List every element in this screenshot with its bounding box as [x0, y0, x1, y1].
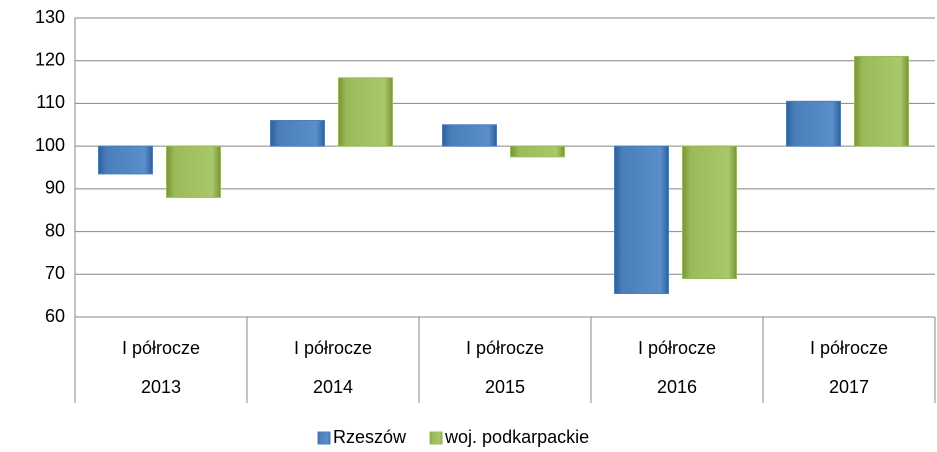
bar — [854, 55, 909, 147]
legend-swatch — [429, 431, 443, 445]
y-tick-label: 60 — [45, 306, 65, 326]
y-tick-label: 110 — [36, 92, 65, 112]
x-period-label: I półrocze — [810, 338, 888, 358]
y-tick-label: 130 — [35, 7, 65, 27]
bar — [682, 145, 737, 280]
x-tick-label: 2014 — [313, 377, 353, 397]
x-period-label: I półrocze — [294, 338, 372, 358]
legend-label: woj. podkarpackie — [444, 427, 589, 447]
y-tick-label: 70 — [45, 263, 65, 283]
bar — [614, 145, 669, 295]
x-tick-label: 2015 — [485, 377, 525, 397]
bar — [510, 145, 565, 158]
bar — [98, 145, 153, 175]
bar — [442, 124, 497, 147]
x-tick-label: 2013 — [141, 377, 181, 397]
x-period-label: I półrocze — [466, 338, 544, 358]
bar — [786, 100, 841, 147]
bar — [270, 120, 325, 147]
y-tick-label: 100 — [35, 135, 65, 155]
x-period-label: I półrocze — [122, 338, 200, 358]
bar — [166, 145, 221, 198]
x-period-label: I półrocze — [638, 338, 716, 358]
bar — [338, 77, 393, 147]
x-tick-label: 2017 — [829, 377, 869, 397]
y-tick-label: 90 — [45, 178, 65, 198]
legend-swatch — [317, 431, 331, 445]
y-tick-label: 80 — [45, 220, 65, 240]
legend-label: Rzeszów — [333, 427, 407, 447]
x-tick-label: 2016 — [657, 377, 697, 397]
y-tick-label: 120 — [35, 49, 65, 69]
